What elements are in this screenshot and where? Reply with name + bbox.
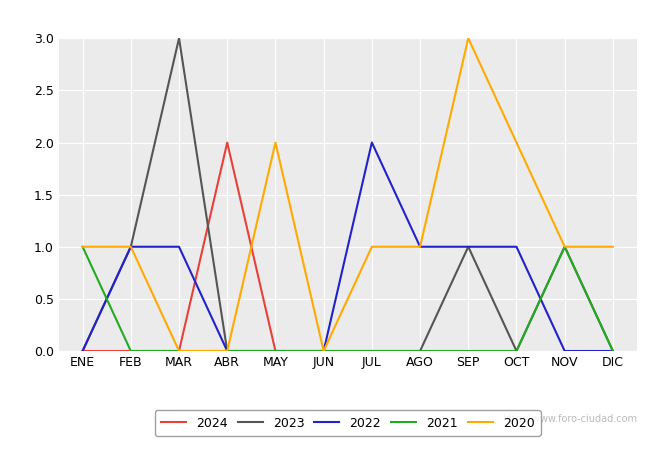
Text: Matriculaciones de Vehiculos en Acehúche: Matriculaciones de Vehiculos en Acehúche	[133, 8, 517, 26]
Text: http://www.foro-ciudad.com: http://www.foro-ciudad.com	[502, 414, 637, 423]
Legend: 2024, 2023, 2022, 2021, 2020: 2024, 2023, 2022, 2021, 2020	[155, 410, 541, 436]
